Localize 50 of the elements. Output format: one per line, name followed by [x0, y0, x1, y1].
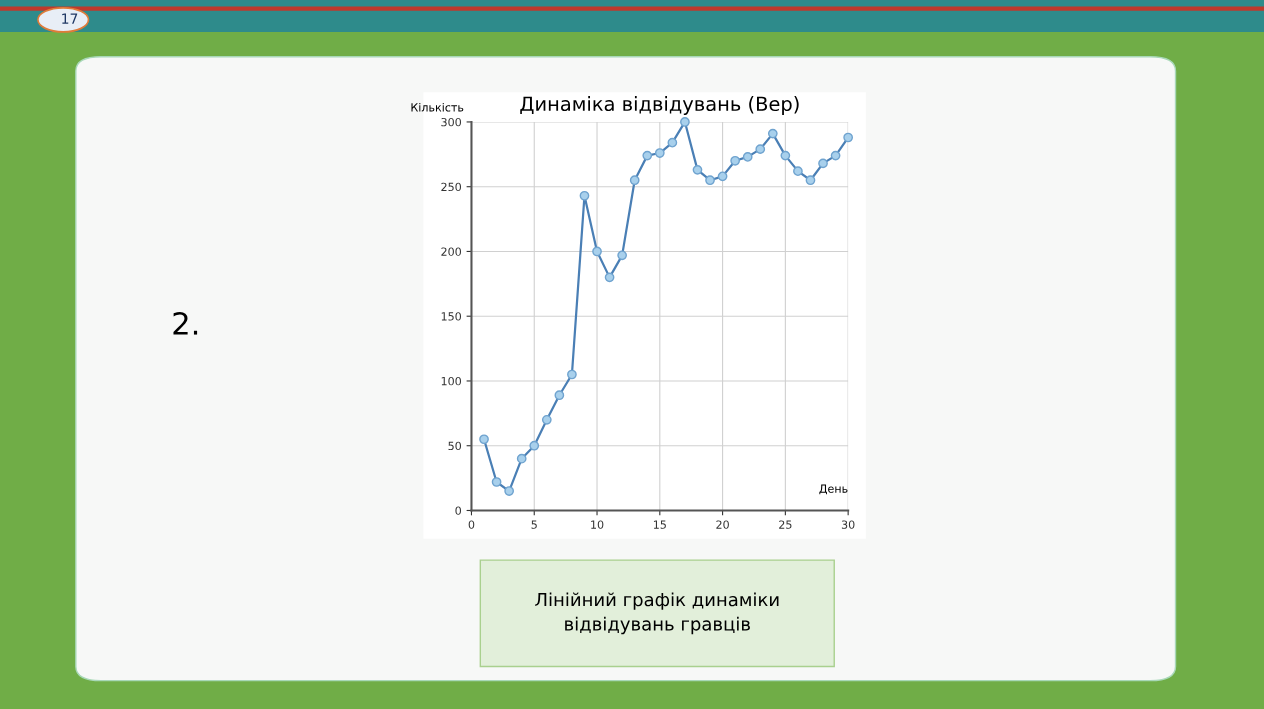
y-tick-label: 200 — [441, 247, 462, 256]
point — [567, 369, 577, 380]
point — [705, 175, 715, 186]
text: 2. — [173, 311, 198, 335]
point — [642, 150, 653, 161]
point — [692, 165, 703, 175]
point — [479, 434, 489, 445]
point — [629, 175, 640, 186]
point — [654, 148, 665, 158]
point — [780, 150, 791, 161]
point — [805, 175, 816, 186]
point — [793, 166, 803, 177]
point — [529, 440, 540, 451]
point — [516, 453, 527, 464]
point — [592, 246, 602, 257]
x-tick-label: 20 — [716, 520, 729, 529]
point — [554, 390, 565, 401]
y-tick-label: 300 — [441, 117, 462, 127]
point — [491, 477, 502, 487]
x-tick-label: 10 — [591, 520, 604, 529]
x-tick-label: 5 — [531, 520, 537, 529]
x-tick-label: 15 — [653, 520, 666, 529]
point — [717, 171, 728, 182]
point — [742, 152, 753, 162]
point — [617, 250, 628, 261]
point — [680, 117, 690, 127]
point — [755, 144, 766, 155]
point — [830, 150, 841, 161]
text: 17 — [62, 13, 78, 24]
y-tick-label: 250 — [441, 182, 462, 192]
y-tick-label: 50 — [448, 441, 462, 451]
y-tick-label: 0 — [455, 506, 462, 515]
point — [579, 190, 590, 201]
chart-title: Динаміка відвідувань (Вер) — [520, 96, 799, 115]
point — [541, 414, 552, 425]
text: Лінійний графік динаміки відвідувань гравців — [535, 592, 779, 635]
point — [843, 132, 854, 143]
x-tick-label: 0 — [468, 520, 475, 529]
point — [667, 137, 678, 148]
point — [604, 272, 615, 283]
y-tick-label: 150 — [441, 312, 462, 321]
x-tick-label: 25 — [779, 520, 792, 529]
x-axis-title: День — [819, 484, 848, 495]
point — [730, 155, 741, 166]
point — [818, 158, 828, 169]
point — [767, 128, 778, 139]
point — [504, 486, 515, 496]
y-tick-label: 100 — [441, 376, 462, 386]
x-tick-label: 30 — [841, 520, 855, 529]
y-axis-title: Кількість — [411, 102, 464, 112]
